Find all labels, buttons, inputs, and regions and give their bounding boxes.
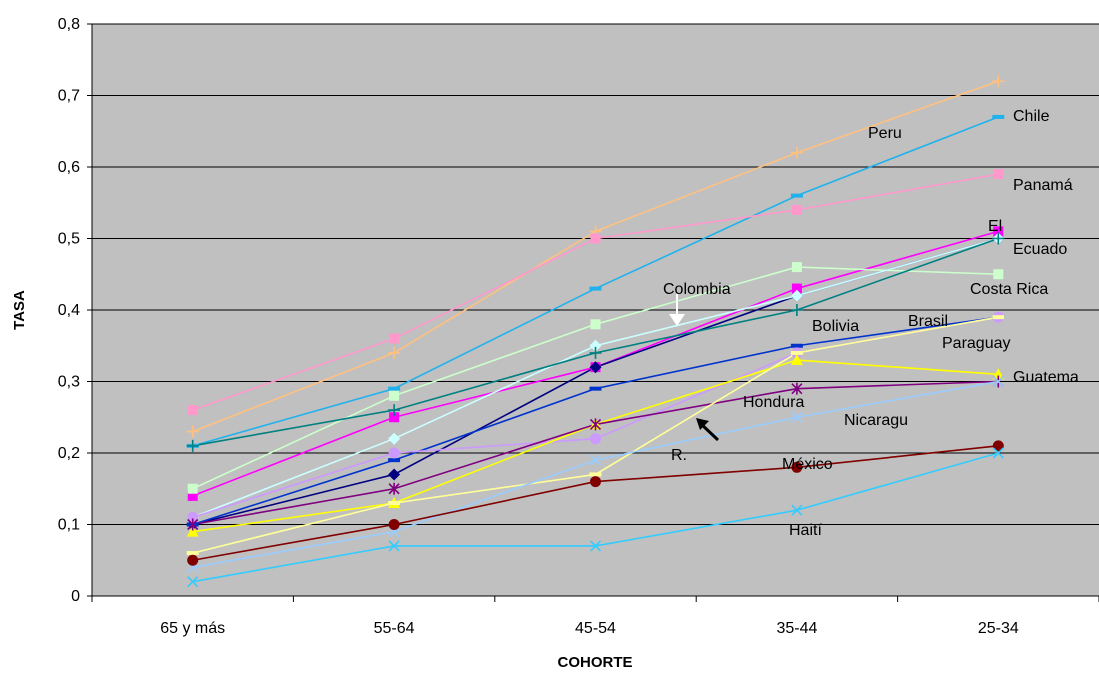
data-point: [389, 412, 400, 423]
series-label: R.: [671, 447, 687, 464]
data-point: [187, 483, 198, 494]
x-tick-label: 55-64: [374, 620, 415, 637]
series-label: Panamá: [1013, 177, 1073, 194]
data-point: [791, 504, 803, 516]
data-point: [992, 75, 1005, 88]
data-point: [790, 146, 803, 159]
data-point: [186, 525, 199, 537]
y-tick-label: 0,8: [58, 16, 80, 33]
arrow-icon: [696, 418, 709, 430]
data-point: [790, 343, 803, 348]
y-tick-label: 0,4: [58, 302, 80, 319]
data-point: [790, 289, 803, 302]
data-point: [589, 361, 602, 374]
x-tick-label: 25-34: [978, 620, 1019, 637]
data-point: [790, 304, 803, 316]
y-tick-label: 0,7: [58, 88, 80, 105]
data-point: [790, 193, 803, 198]
data-point: [388, 468, 401, 481]
series-label: Guatema: [1013, 369, 1079, 386]
y-tick-label: 0,1: [58, 517, 80, 534]
x-axis-title: COHORTE: [558, 654, 633, 671]
data-point: [589, 386, 602, 391]
data-point: [992, 447, 1004, 459]
data-point: [992, 114, 1005, 119]
data-point: [388, 458, 401, 463]
data-point: [388, 519, 400, 530]
data-point: [388, 482, 400, 495]
data-point: [388, 540, 400, 552]
series-label: Paraguay: [942, 335, 1011, 352]
arrow-icon: [669, 314, 685, 326]
data-point: [187, 405, 198, 416]
x-tick-label: 65 y más: [160, 620, 225, 637]
data-point: [791, 382, 803, 395]
series-label: Costa Rica: [970, 281, 1048, 298]
data-point: [791, 262, 802, 273]
data-point: [186, 425, 199, 438]
data-point: [388, 346, 401, 359]
y-tick-label: 0,2: [58, 445, 80, 462]
data-point: [187, 576, 199, 588]
data-point: [187, 554, 199, 566]
data-point: [187, 490, 198, 501]
y-tick-label: 0,3: [58, 374, 80, 391]
data-point: [993, 169, 1004, 180]
data-point: [186, 439, 199, 452]
data-point: [389, 333, 400, 344]
data-point: [589, 339, 602, 352]
data-point: [791, 204, 802, 215]
data-point: [790, 350, 803, 355]
data-point: [589, 454, 602, 466]
data-point: [589, 472, 602, 477]
x-tick-label: 45-54: [575, 620, 616, 637]
data-point: [791, 411, 803, 423]
data-point: [992, 375, 1004, 388]
series-label: El: [988, 218, 1002, 235]
data-point: [186, 551, 199, 556]
data-point: [590, 433, 601, 445]
y-tick-label: 0,6: [58, 159, 80, 176]
series-label: Ecuado: [1013, 241, 1067, 258]
data-point: [992, 368, 1005, 380]
data-point: [388, 501, 401, 506]
data-point: [389, 390, 400, 401]
data-point: [589, 286, 602, 291]
data-point: [388, 386, 401, 391]
data-point: [388, 447, 400, 459]
data-point: [993, 226, 1004, 237]
y-tick-label: 0,5: [58, 231, 80, 248]
series-label: Hondura: [743, 394, 804, 411]
data-point: [590, 476, 601, 488]
series-label: Brasil: [908, 313, 948, 330]
y-axis-title: TASA: [11, 290, 28, 330]
data-point: [589, 346, 602, 359]
data-point: [790, 354, 803, 366]
series-label: Chile: [1013, 108, 1050, 125]
data-point: [590, 233, 601, 244]
data-point: [992, 232, 1005, 245]
data-point: [589, 540, 602, 552]
series-label: Haití: [789, 522, 822, 539]
x-tick-label: 35-44: [776, 620, 817, 637]
series-label: Bolivia: [812, 318, 859, 335]
data-point: [187, 511, 199, 523]
data-point: [992, 440, 1004, 452]
data-point: [992, 315, 1005, 320]
data-point: [388, 432, 401, 445]
data-point: [791, 461, 803, 473]
series-label: México: [782, 456, 833, 473]
data-point: [187, 518, 199, 531]
data-point: [993, 269, 1004, 280]
series-label: Nicaragu: [844, 412, 908, 429]
series-label: Peru: [868, 125, 902, 142]
y-tick-label: 0: [71, 588, 80, 605]
series-label: Colombia: [663, 281, 731, 298]
data-point: [388, 404, 401, 417]
data-point: [791, 283, 802, 294]
data-point: [589, 418, 602, 431]
data-point: [590, 319, 601, 330]
